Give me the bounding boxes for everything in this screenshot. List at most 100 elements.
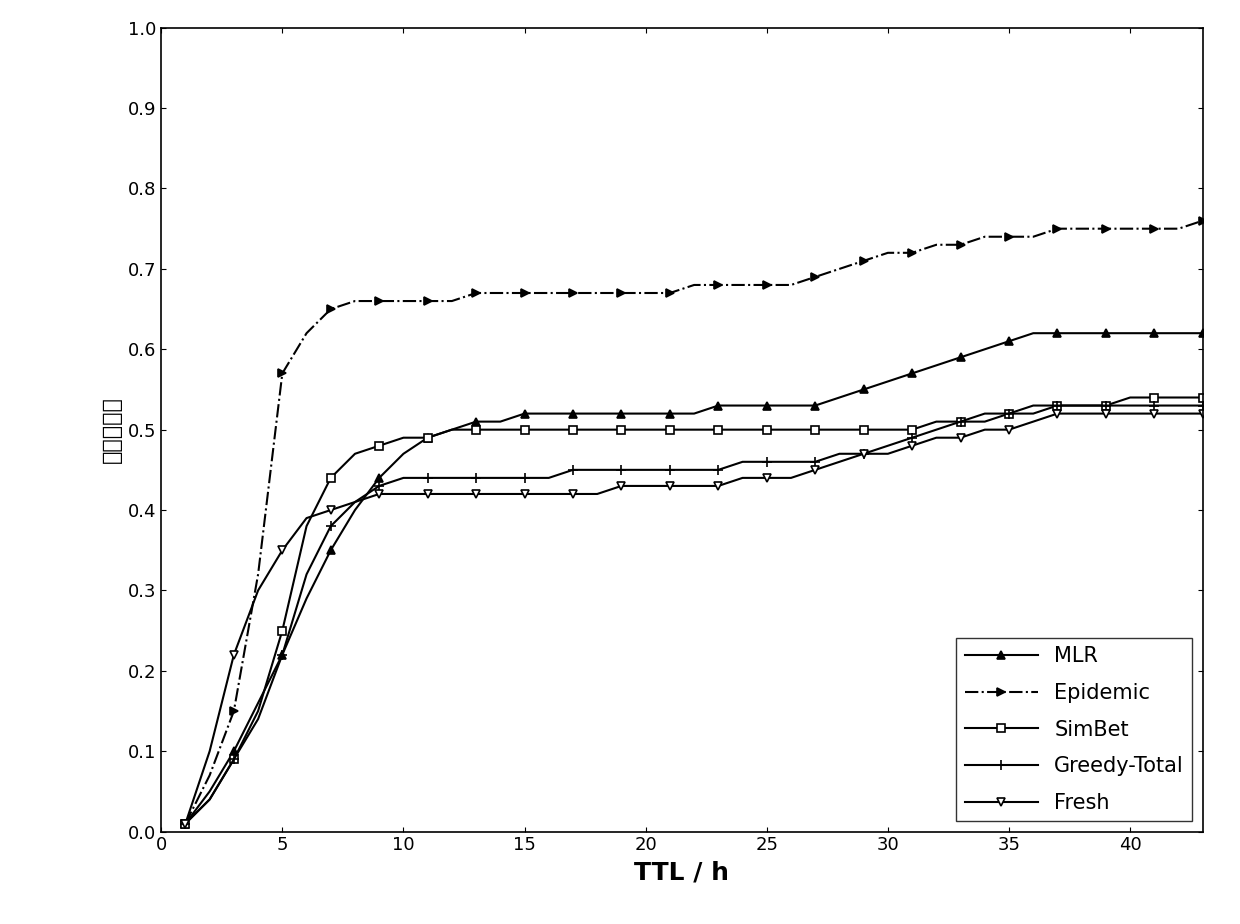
- SimBet: [324, 472, 339, 483]
- Greedy-Total: [250, 713, 265, 724]
- Epidemic: [711, 279, 725, 290]
- Fresh: [250, 585, 265, 596]
- Fresh: [954, 432, 968, 444]
- Greedy-Total: [807, 456, 822, 468]
- Fresh: [1002, 424, 1017, 435]
- MLR: [759, 400, 774, 411]
- Epidemic: [420, 296, 435, 307]
- Epidemic: [977, 231, 992, 242]
- Epidemic: [1147, 224, 1162, 235]
- SimBet: [299, 520, 314, 531]
- SimBet: [1122, 392, 1137, 403]
- Greedy-Total: [1147, 400, 1162, 411]
- Greedy-Total: [324, 520, 339, 531]
- MLR: [420, 432, 435, 444]
- SimBet: [492, 424, 507, 435]
- Greedy-Total: [1074, 400, 1089, 411]
- Epidemic: [590, 287, 605, 298]
- Greedy-Total: [275, 650, 290, 661]
- Greedy-Total: [565, 465, 580, 476]
- Fresh: [372, 489, 387, 500]
- Greedy-Total: [179, 818, 193, 829]
- SimBet: [420, 432, 435, 444]
- SimBet: [784, 424, 799, 435]
- Epidemic: [807, 272, 822, 283]
- Epidemic: [396, 296, 410, 307]
- SimBet: [807, 424, 822, 435]
- Fresh: [639, 480, 653, 492]
- Greedy-Total: [1122, 400, 1137, 411]
- Greedy-Total: [1050, 400, 1065, 411]
- Greedy-Total: [1171, 400, 1185, 411]
- MLR: [1147, 328, 1162, 339]
- SimBet: [1195, 392, 1210, 403]
- Epidemic: [687, 279, 702, 290]
- MLR: [444, 424, 459, 435]
- SimBet: [977, 416, 992, 427]
- Greedy-Total: [517, 472, 532, 483]
- MLR: [1195, 328, 1210, 339]
- Greedy-Total: [202, 794, 217, 805]
- MLR: [179, 818, 193, 829]
- SimBet: [1147, 392, 1162, 403]
- MLR: [492, 416, 507, 427]
- Greedy-Total: [832, 448, 847, 459]
- Epidemic: [202, 770, 217, 781]
- Epidemic: [1050, 224, 1065, 235]
- MLR: [590, 408, 605, 419]
- Fresh: [299, 513, 314, 524]
- MLR: [565, 408, 580, 419]
- Fresh: [347, 496, 362, 507]
- Fresh: [735, 472, 750, 483]
- MLR: [929, 359, 944, 371]
- Epidemic: [662, 287, 677, 298]
- Greedy-Total: [347, 496, 362, 507]
- Epidemic: [1122, 224, 1137, 235]
- Epidemic: [324, 303, 339, 314]
- Epidemic: [880, 248, 895, 259]
- Fresh: [542, 489, 557, 500]
- MLR: [1050, 328, 1065, 339]
- MLR: [396, 448, 410, 459]
- Greedy-Total: [1195, 400, 1210, 411]
- Epidemic: [639, 287, 653, 298]
- Epidemic: [517, 287, 532, 298]
- SimBet: [1050, 400, 1065, 411]
- SimBet: [372, 440, 387, 451]
- Fresh: [784, 472, 799, 483]
- Fresh: [1074, 408, 1089, 419]
- SimBet: [275, 625, 290, 636]
- MLR: [954, 352, 968, 363]
- SimBet: [202, 794, 217, 805]
- Epidemic: [275, 368, 290, 379]
- MLR: [880, 376, 895, 387]
- MLR: [662, 408, 677, 419]
- Fresh: [977, 424, 992, 435]
- SimBet: [179, 818, 193, 829]
- MLR: [324, 545, 339, 556]
- Epidemic: [954, 239, 968, 250]
- MLR: [1099, 328, 1114, 339]
- Greedy-Total: [977, 408, 992, 419]
- SimBet: [542, 424, 557, 435]
- SimBet: [227, 754, 242, 765]
- Epidemic: [444, 296, 459, 307]
- Epidemic: [1171, 224, 1185, 235]
- MLR: [250, 698, 265, 709]
- Fresh: [759, 472, 774, 483]
- Greedy-Total: [711, 465, 725, 476]
- Fresh: [880, 448, 895, 459]
- X-axis label: TTL / h: TTL / h: [635, 860, 729, 884]
- Greedy-Total: [372, 480, 387, 492]
- Epidemic: [1195, 215, 1210, 226]
- SimBet: [1002, 408, 1017, 419]
- Epidemic: [542, 287, 557, 298]
- MLR: [347, 505, 362, 516]
- Greedy-Total: [662, 465, 677, 476]
- MLR: [711, 400, 725, 411]
- SimBet: [250, 706, 265, 717]
- Fresh: [1195, 408, 1210, 419]
- Greedy-Total: [929, 424, 944, 435]
- Greedy-Total: [1002, 408, 1017, 419]
- Line: Greedy-Total: Greedy-Total: [181, 401, 1208, 829]
